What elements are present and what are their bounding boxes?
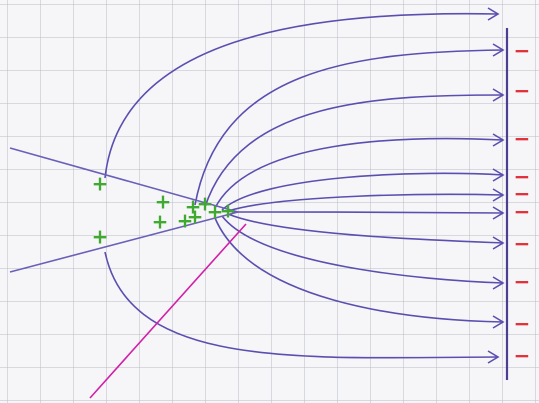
positive-charge: + — [197, 192, 214, 216]
field-line — [214, 217, 504, 323]
arrow-head — [492, 43, 505, 57]
arrow-head — [492, 236, 505, 250]
field-line — [221, 215, 504, 284]
arrow-head — [492, 88, 505, 102]
arrow-head — [492, 168, 505, 182]
field-line — [104, 251, 499, 359]
positive-charge: + — [152, 210, 169, 234]
negative-charge: − — [514, 200, 531, 224]
magenta-line — [89, 223, 247, 399]
field-line — [214, 137, 504, 209]
negative-charge: − — [514, 79, 531, 103]
positive-charge: + — [155, 190, 172, 214]
field-line — [194, 49, 504, 206]
field-line — [204, 94, 504, 208]
negative-charge: − — [514, 127, 531, 151]
positive-charge: + — [92, 225, 109, 249]
arrow-head — [492, 315, 505, 329]
positive-charge: + — [207, 200, 224, 224]
arrow-head — [487, 7, 500, 21]
field-line — [231, 211, 504, 214]
charges: ++++++++++−−−−−−−−−− — [92, 39, 531, 368]
positive-charge: + — [177, 209, 194, 233]
negative-charge: − — [514, 182, 531, 206]
positive-charge: + — [187, 205, 204, 229]
arrow-head — [492, 206, 505, 220]
field-line — [104, 12, 499, 179]
field-line — [221, 172, 504, 211]
negative-charge: − — [514, 39, 531, 63]
positive-charge: + — [92, 172, 109, 196]
positive-charge: + — [220, 199, 237, 223]
arrow-head — [492, 188, 505, 202]
negative-charge: − — [514, 344, 531, 368]
arrow-head — [487, 350, 500, 364]
wedge-edge — [9, 147, 239, 213]
positive-charge: + — [185, 195, 202, 219]
field-line — [227, 213, 504, 244]
field-lines — [104, 7, 505, 364]
negative-charge: − — [514, 270, 531, 294]
negative-charge: − — [514, 232, 531, 256]
field-line — [227, 193, 504, 212]
negative-charge: − — [514, 312, 531, 336]
wedge-edge — [9, 211, 239, 273]
arrow-head — [492, 276, 505, 290]
negative-charge: − — [514, 165, 531, 189]
arrow-head — [492, 133, 505, 147]
